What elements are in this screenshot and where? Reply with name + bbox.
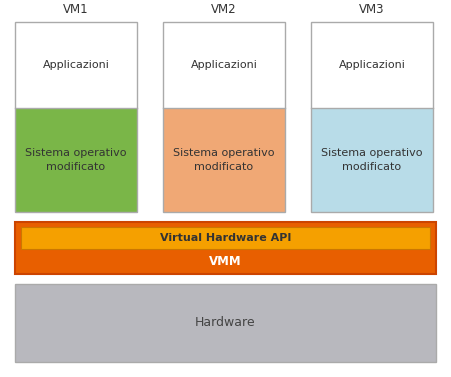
Text: Sistema operativo
modificato: Sistema operativo modificato	[173, 149, 275, 172]
Bar	[311, 22, 433, 212]
Bar	[163, 22, 285, 212]
Text: Sistema operativo
modificato: Sistema operativo modificato	[321, 149, 423, 172]
Bar	[15, 22, 137, 108]
Text: VMM: VMM	[209, 255, 242, 268]
Bar	[15, 22, 137, 212]
Bar	[163, 22, 285, 108]
Text: Sistema operativo
modificato: Sistema operativo modificato	[25, 149, 127, 172]
Text: VM2: VM2	[211, 3, 237, 16]
Bar	[15, 284, 436, 362]
Text: Hardware: Hardware	[195, 317, 256, 329]
Bar	[15, 222, 436, 274]
Text: Applicazioni: Applicazioni	[339, 60, 405, 70]
Text: Virtual Hardware API: Virtual Hardware API	[160, 233, 291, 243]
Text: Applicazioni: Applicazioni	[191, 60, 258, 70]
Bar	[311, 22, 433, 108]
Bar	[21, 227, 430, 249]
Text: VM3: VM3	[359, 3, 385, 16]
Text: VM1: VM1	[63, 3, 89, 16]
Text: Applicazioni: Applicazioni	[42, 60, 110, 70]
Bar	[163, 108, 285, 212]
Bar	[15, 108, 137, 212]
Bar	[311, 108, 433, 212]
